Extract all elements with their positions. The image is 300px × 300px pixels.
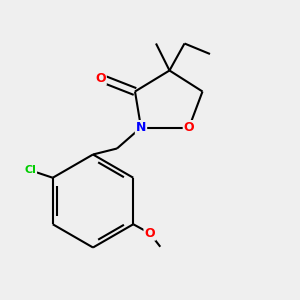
- Text: O: O: [95, 71, 106, 85]
- Text: Cl: Cl: [24, 165, 36, 175]
- Text: O: O: [184, 121, 194, 134]
- Text: O: O: [145, 227, 155, 240]
- Text: N: N: [136, 121, 146, 134]
